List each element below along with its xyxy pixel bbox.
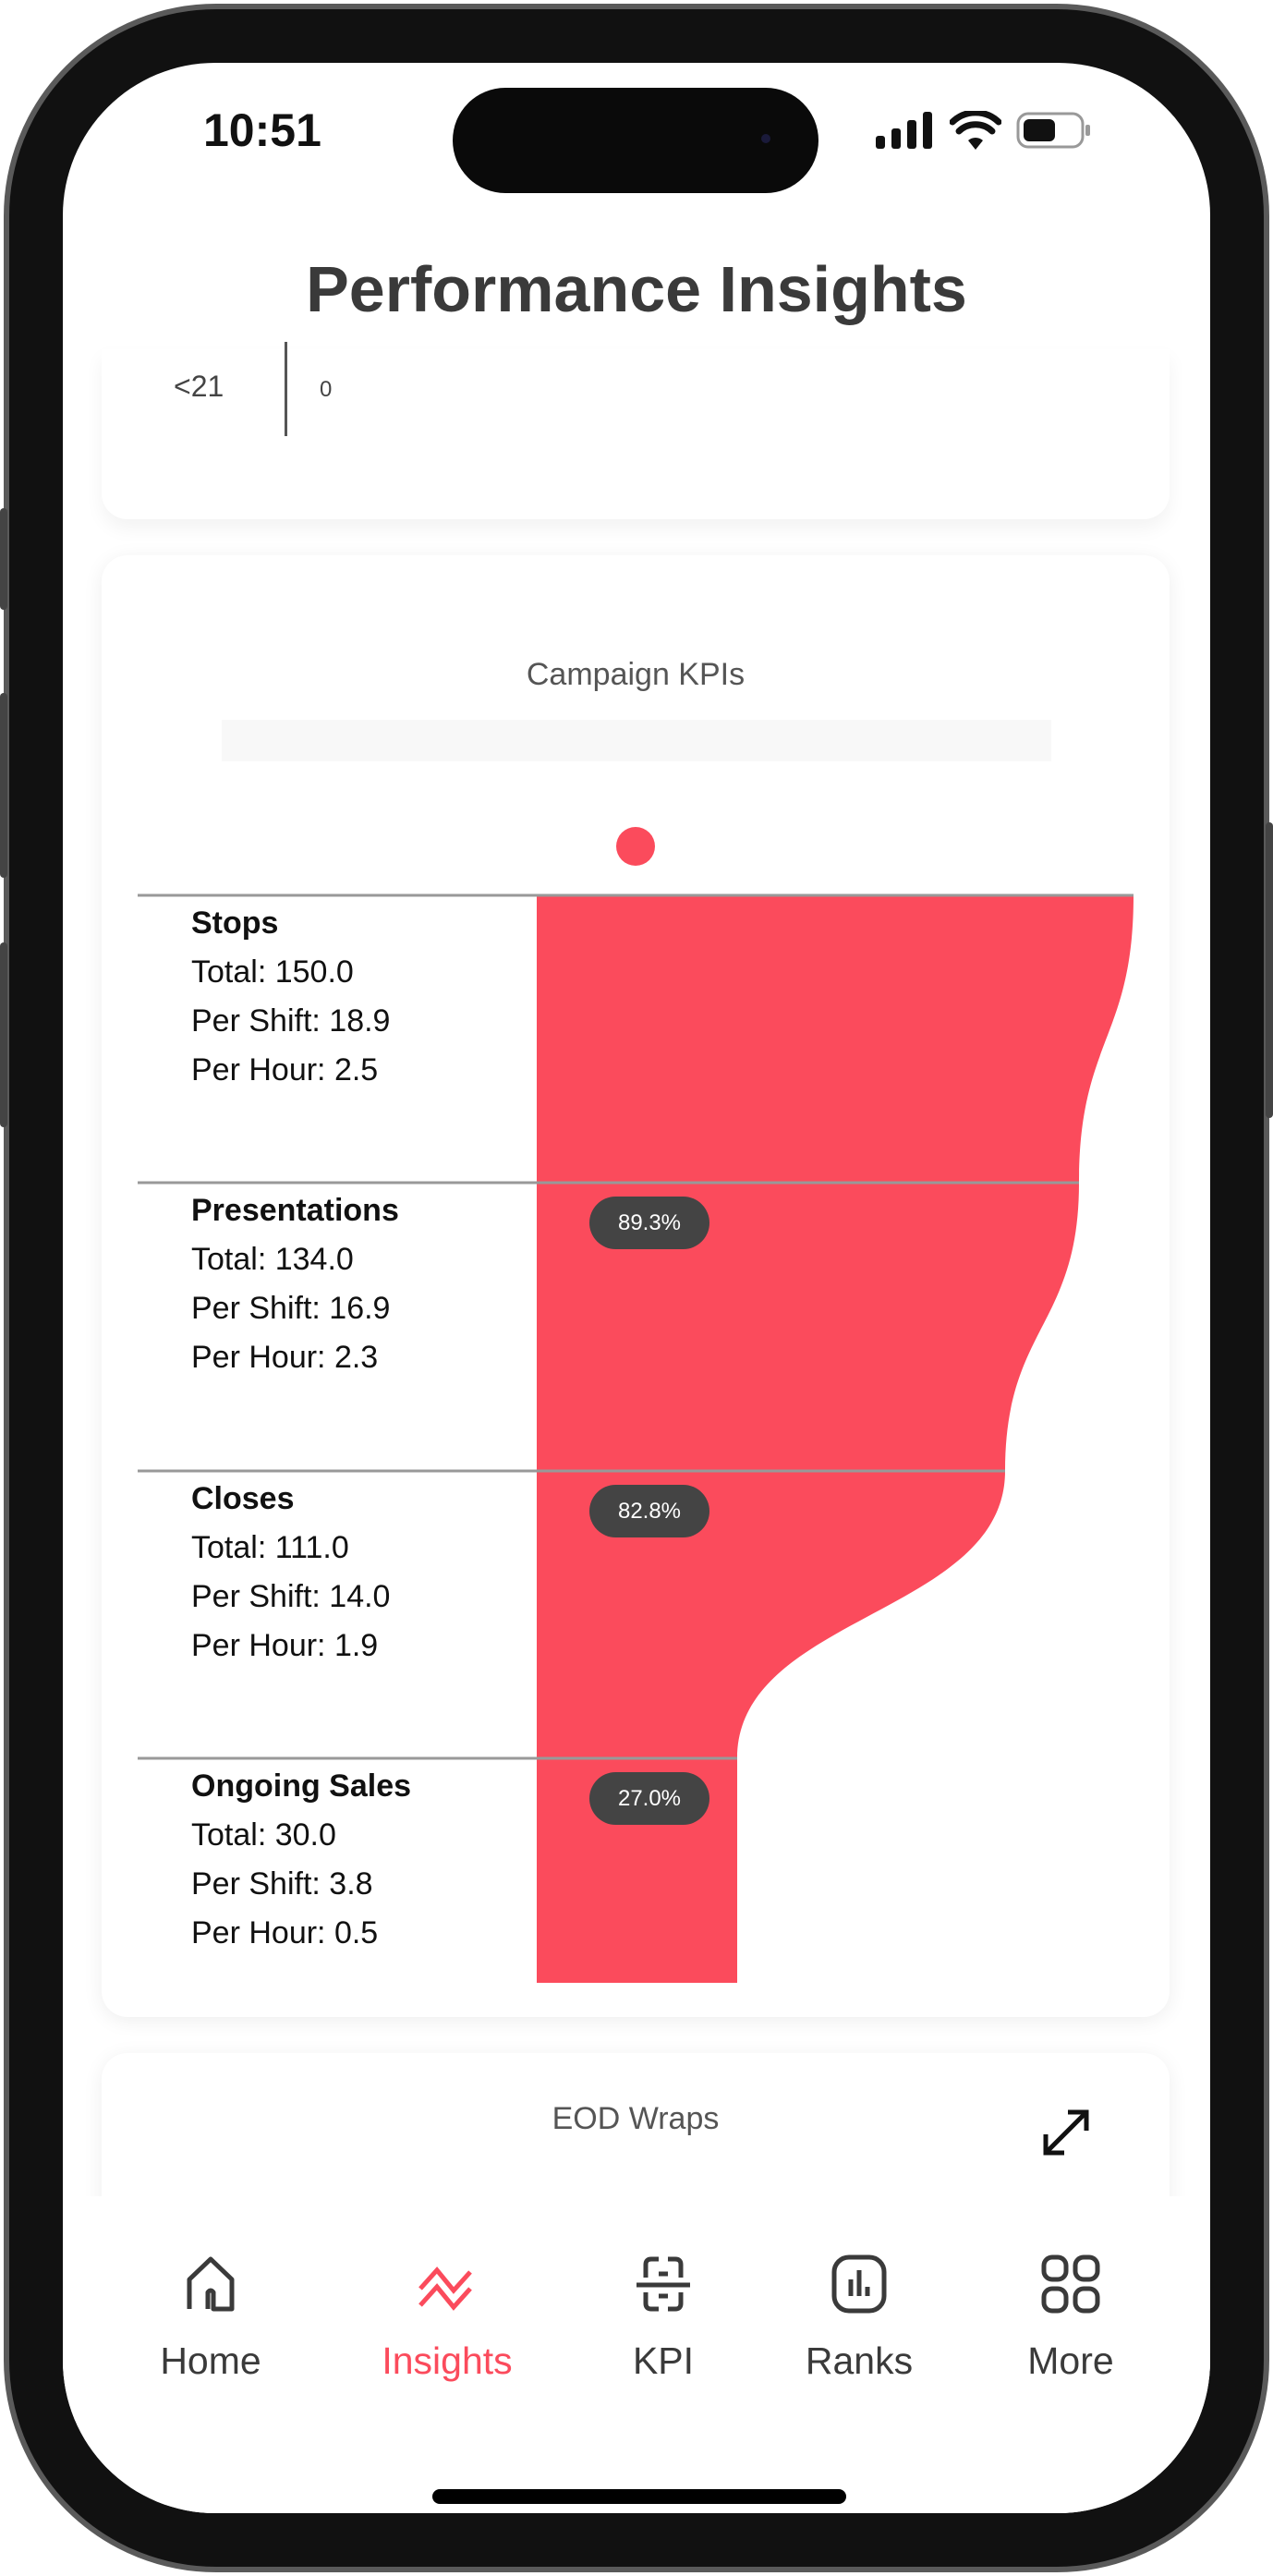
grid-more-icon [1041, 2254, 1100, 2314]
stage-per-hour: Per Hour: 0.5 [191, 1915, 379, 1950]
conversion-badge: 89.3% [589, 1197, 709, 1249]
ranks-chart-icon [831, 2254, 887, 2314]
age-distribution-card: <21 0 [102, 342, 1170, 519]
nav-insights[interactable]: Insights [355, 2252, 540, 2383]
home-icon [187, 2256, 235, 2312]
nav-home[interactable]: Home [118, 2252, 303, 2383]
stage-per-hour: Per Hour: 2.3 [191, 1340, 379, 1375]
nav-ranks[interactable]: Ranks [767, 2252, 952, 2383]
nav-kpi[interactable]: KPI [571, 2252, 756, 2383]
funnel-shape [537, 895, 1134, 1983]
bottom-nav: Home Insights KPI Ranks More [63, 2196, 1210, 2513]
stage-per-shift: Per Shift: 18.9 [191, 1003, 391, 1039]
stage-total: Total: 150.0 [191, 954, 354, 990]
stage-per-hour: Per Hour: 2.5 [191, 1052, 379, 1088]
stage-per-shift: Per Shift: 16.9 [191, 1291, 391, 1326]
dynamic-island [453, 88, 818, 193]
funnel-chart [138, 827, 1134, 1983]
wifi-icon [950, 111, 1001, 150]
home-indicator[interactable] [432, 2489, 846, 2504]
cellular-signal-icon [876, 112, 932, 149]
stage-per-shift: Per Shift: 3.8 [191, 1866, 373, 1902]
conversion-badge: 82.8% [589, 1485, 709, 1537]
expand-arrows-icon[interactable] [1040, 2107, 1092, 2158]
campaign-kpis-card: Campaign KPIs Stops Total: 150.0 Per Shift… [102, 555, 1170, 2017]
funnel-stage: Presentations Total: 134.0 Per Shift: 16.9… [191, 1186, 399, 1382]
stage-name: Stops [191, 905, 279, 941]
stage-per-shift: Per Shift: 14.0 [191, 1579, 391, 1614]
legend-bar [222, 720, 1051, 761]
card-title: Campaign KPIs [526, 657, 746, 692]
screen: 10:51 Performance Insights <21 0 Campaig… [63, 63, 1210, 2513]
stage-name: Ongoing Sales [191, 1768, 412, 1804]
conversion-badge: 27.0% [589, 1772, 709, 1825]
funnel-stage: Closes Total: 111.0 Per Shift: 14.0 Per Hou… [191, 1475, 390, 1671]
stage-total: Total: 111.0 [191, 1530, 349, 1565]
stage-per-hour: Per Hour: 1.9 [191, 1628, 379, 1663]
stage-name: Presentations [191, 1193, 399, 1228]
page-title: Performance Insights [306, 253, 967, 325]
stage-total: Total: 30.0 [191, 1817, 336, 1853]
stage-name: Closes [191, 1481, 295, 1516]
nav-more[interactable]: More [978, 2252, 1163, 2383]
legend-dot [616, 827, 655, 866]
battery-icon [1016, 112, 1090, 149]
row-value: 0 [320, 377, 333, 402]
status-time: 10:51 [203, 104, 321, 156]
kpi-scan-icon [636, 2256, 690, 2312]
insights-icon [418, 2266, 472, 2311]
funnel-stage: Ongoing Sales Total: 30.0 Per Shift: 3.8 Pe… [191, 1762, 411, 1958]
axis-line [285, 342, 287, 436]
stage-total: Total: 134.0 [191, 1242, 354, 1277]
row-label: <21 [174, 370, 224, 403]
funnel-stage: Stops Total: 150.0 Per Shift: 18.9 Per Hour… [191, 899, 390, 1095]
card-title: EOD Wraps [552, 2101, 720, 2136]
